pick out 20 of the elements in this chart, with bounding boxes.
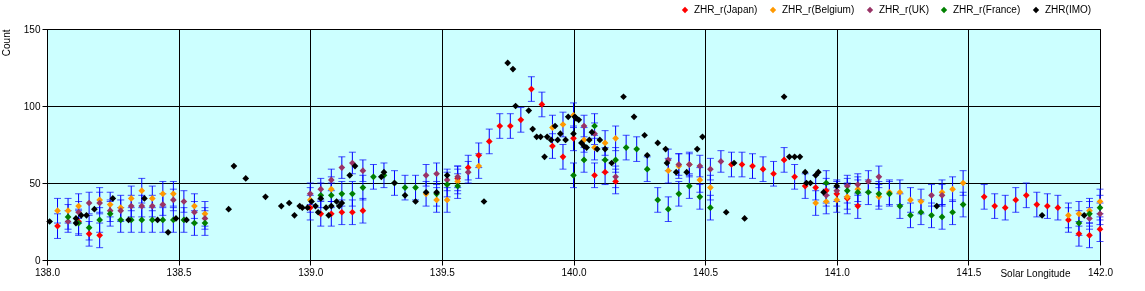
y-axis-title: Count xyxy=(0,29,12,57)
y-tick-label: 150 xyxy=(23,23,41,35)
legend-label: ZHR_r(Belgium) xyxy=(782,4,855,15)
x-tick-label: 140.5 xyxy=(693,266,719,278)
x-tick-label: 141.5 xyxy=(956,266,982,278)
x-tick-label: 141.0 xyxy=(824,266,851,278)
x-tick-label: 138.0 xyxy=(34,266,61,278)
legend-label: ZHR_r(Japan) xyxy=(694,4,758,15)
x-axis-title: Solar Longitude xyxy=(1000,267,1071,279)
legend-label: ZHR_r(France) xyxy=(953,4,1021,15)
x-tick-label: 142.0 xyxy=(1087,266,1114,278)
x-tick-label: 139.5 xyxy=(429,266,456,278)
legend-label: ZHR_r(UK) xyxy=(879,4,929,15)
legend-label: ZHR(IMO) xyxy=(1045,4,1092,15)
y-tick-label: 100 xyxy=(23,100,41,112)
x-tick-label: 140.0 xyxy=(561,266,587,278)
x-tick-label: 138.5 xyxy=(166,266,193,278)
y-tick-label: 0 xyxy=(34,254,41,266)
y-tick-label: 50 xyxy=(29,177,41,189)
x-tick-label: 139.0 xyxy=(298,266,324,278)
